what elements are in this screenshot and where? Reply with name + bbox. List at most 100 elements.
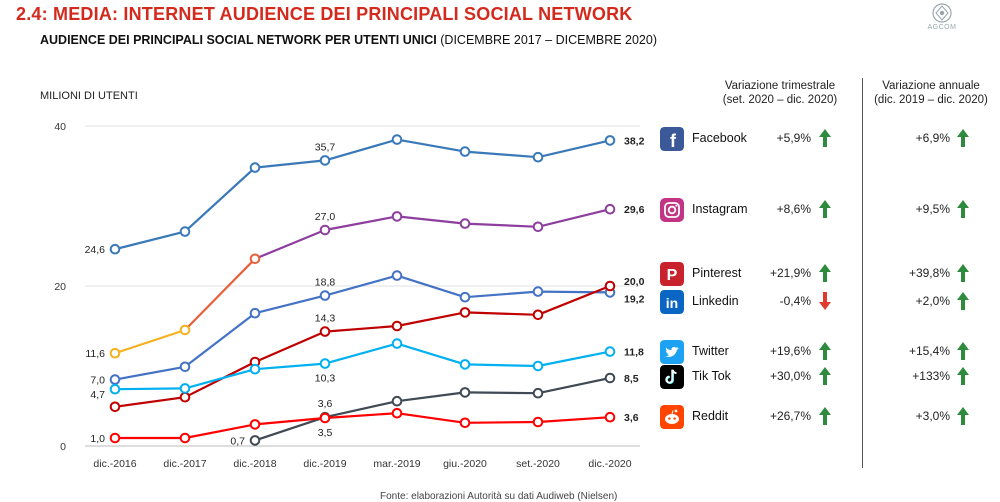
- quarterly-change-title: Variazione trimestrale: [724, 80, 836, 92]
- legend-name: Facebook: [692, 131, 747, 145]
- pinterest-data-label: 4,7: [90, 389, 105, 401]
- reddit-data-point: [179, 432, 191, 444]
- reddit-data-point: [459, 417, 471, 429]
- reddit-data-point: [109, 432, 121, 444]
- tik-tok-data-label: 0,7: [230, 435, 245, 447]
- twitter-series-line: [463, 363, 540, 368]
- instagram-data-point: [532, 221, 544, 233]
- pinterest-data-point: [604, 280, 616, 292]
- pinterest-series-line: [253, 330, 327, 364]
- instagram-data-label: 27,0: [315, 211, 336, 223]
- quarterly-change-value: +21,9%: [769, 266, 811, 280]
- quarterly-change-value: +8,6%: [776, 202, 811, 216]
- facebook-series-line: [113, 230, 187, 251]
- pinterest-series-line: [463, 311, 540, 316]
- annual-change-value: +2,0%: [915, 294, 950, 308]
- facebook-series-line: [323, 138, 399, 162]
- instagram-data-point: [179, 324, 191, 336]
- instagram-data-point: [391, 211, 403, 222]
- legend-name: Linkedin: [692, 294, 739, 308]
- quarterly-change-value: +19,6%: [769, 344, 811, 358]
- y-tick-label: 0: [60, 441, 66, 453]
- tik-tok-data-point: [249, 435, 261, 446]
- tik-tok-data-point: [532, 387, 544, 399]
- legend-name: Reddit: [692, 409, 729, 423]
- tik-tok-series-line: [395, 391, 467, 403]
- instagram-data-point: [604, 203, 616, 215]
- pinterest-icon: P: [660, 262, 684, 286]
- linkedin-data-point: [532, 286, 544, 297]
- x-tick-label: mar.-2019: [373, 458, 420, 470]
- facebook-data-point: [109, 243, 121, 255]
- annual-change-value: +39,8%: [908, 266, 950, 280]
- instagram-icon: [660, 198, 684, 222]
- arrow-up-icon: [819, 407, 831, 425]
- linkedin-series-line: [323, 274, 399, 297]
- twitter-data-label: 10,3: [315, 373, 336, 385]
- twitter-series-line: [113, 387, 187, 391]
- facebook-data-point: [391, 134, 403, 145]
- annual-change-value: +3,0%: [915, 409, 950, 423]
- subtitle-period: (DICEMBRE 2017 – DICEMBRE 2020): [436, 33, 657, 47]
- reddit-series-line: [536, 416, 612, 424]
- x-tick-label: dic.-2017: [163, 458, 206, 470]
- linkedin-series-line: [536, 290, 612, 294]
- arrow-up-icon: [819, 342, 831, 360]
- tik-tok-data-point: [604, 372, 616, 384]
- twitter-data-point: [604, 346, 616, 357]
- linkedin-data-point: [179, 361, 191, 373]
- legend-name: Instagram: [692, 202, 748, 216]
- agcom-logo-text: AGCOM: [927, 24, 957, 31]
- instagram-series-line: [395, 215, 467, 225]
- facebook-icon: f: [660, 127, 684, 151]
- column-divider: [862, 78, 863, 468]
- svg-text:in: in: [666, 295, 678, 311]
- y-axis-label: MILIONI DI UTENTI: [40, 90, 138, 102]
- pinterest-data-point: [179, 391, 191, 403]
- instagram-series-line: [183, 257, 257, 332]
- annual-change-value: +15,4%: [908, 344, 950, 358]
- twitter-series-line: [183, 368, 257, 390]
- pinterest-data-label: 20,0: [624, 276, 645, 288]
- facebook-series-line: [463, 150, 540, 159]
- arrow-up-icon: [957, 292, 969, 310]
- x-tick-label: dic.-2019: [303, 458, 346, 470]
- linkedin-data-point: [459, 291, 471, 303]
- annual-change-header: Variazione annuale (dic. 2019 – dic. 202…: [862, 79, 1000, 107]
- facebook-data-point: [604, 135, 616, 146]
- instagram-data-label: 11,6: [85, 348, 105, 360]
- twitter-data-point: [179, 383, 191, 394]
- tik-tok-data-label: 3,6: [318, 398, 333, 410]
- pinterest-data-point: [391, 320, 403, 332]
- arrow-down-icon: [819, 292, 831, 310]
- y-tick-label: 20: [54, 281, 66, 293]
- facebook-data-point: [319, 155, 331, 166]
- legend-row-pinterest: P Pinterest +21,9% +39,8%: [660, 262, 990, 288]
- arrow-up-icon: [957, 342, 969, 360]
- reddit-data-point: [604, 411, 616, 423]
- pinterest-series-line: [323, 324, 399, 333]
- tik-tok-series-line: [323, 400, 399, 419]
- linkedin-series-line: [113, 365, 187, 381]
- instagram-series-line: [323, 215, 399, 232]
- arrow-up-icon: [819, 200, 831, 218]
- x-tick-label: dic.-2020: [588, 458, 631, 470]
- x-tick-label: set.-2020: [516, 458, 560, 470]
- facebook-series-line: [395, 138, 467, 153]
- instagram-data-label: 29,6: [624, 204, 645, 216]
- facebook-data-point: [459, 146, 471, 157]
- annual-change-value: +133%: [912, 369, 950, 383]
- annual-change-value: +6,9%: [915, 131, 950, 145]
- svg-text:P: P: [667, 267, 678, 284]
- instagram-data-point: [319, 224, 331, 236]
- legend-name: Twitter: [692, 344, 729, 358]
- arrow-up-icon: [957, 367, 969, 385]
- linkedin-data-label: 18,8: [315, 277, 336, 289]
- instagram-series-line: [536, 208, 612, 228]
- legend-row-twitter: Twitter +19,6% +15,4%: [660, 340, 990, 366]
- linkedin-data-point: [319, 290, 331, 301]
- svg-text:f: f: [670, 131, 677, 151]
- facebook-series-line: [253, 159, 327, 169]
- page-title: 2.4: MEDIA: INTERNET AUDIENCE DEI PRINCI…: [16, 4, 633, 24]
- linkedin-data-label: 19,2: [624, 293, 645, 305]
